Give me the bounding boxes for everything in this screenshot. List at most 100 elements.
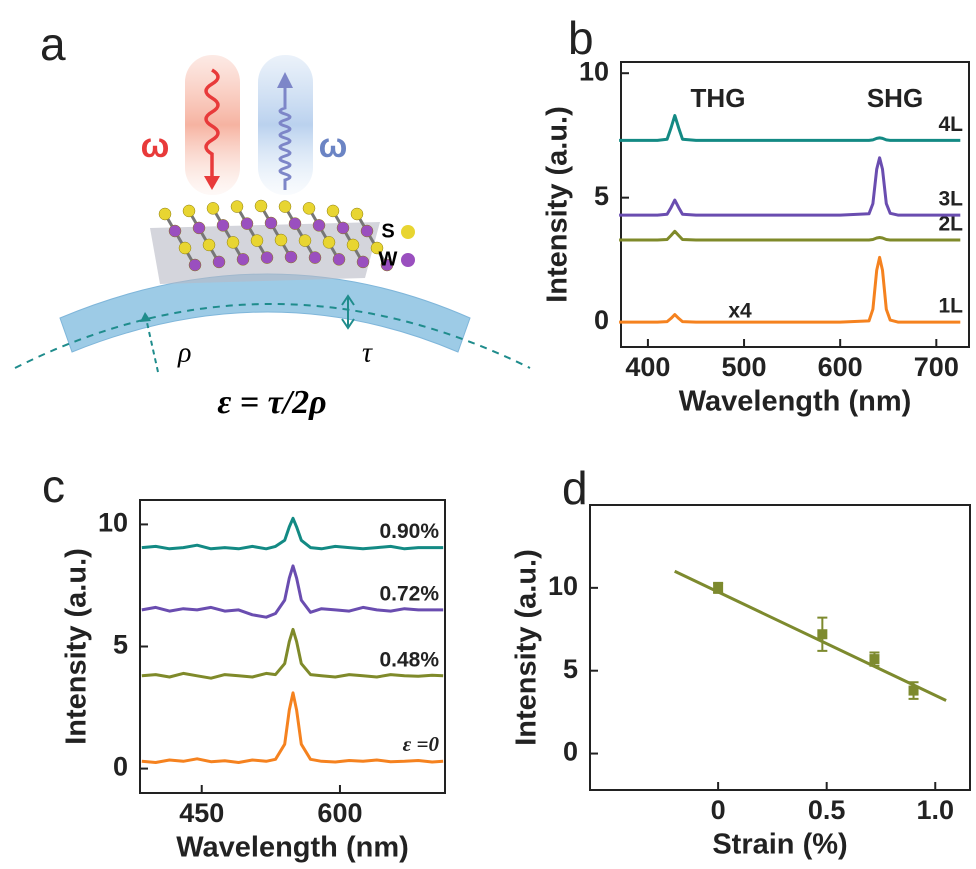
x-tick-label: 0: [711, 795, 726, 825]
atom: [206, 202, 220, 215]
atom: [350, 207, 364, 221]
atom: [332, 253, 346, 266]
atom: [216, 219, 230, 232]
y-tick-label: 5: [563, 654, 578, 684]
bond: [235, 205, 269, 260]
atom: [308, 251, 322, 264]
wave-in: [204, 68, 220, 176]
atom-label: W: [379, 248, 398, 270]
atom: [380, 258, 394, 272]
y-tick-label: 5: [113, 630, 128, 660]
x-tick-label: 400: [625, 352, 670, 382]
atom: [254, 199, 268, 213]
spectrum: [619, 114, 961, 142]
x-tick-label: 600: [317, 798, 362, 828]
x-axis-title: Wavelength (nm): [176, 832, 409, 864]
x-axis-title: Wavelength (nm): [679, 386, 912, 418]
x-tick-label: 500: [722, 352, 767, 382]
atom-key: [401, 225, 415, 239]
atom: [236, 253, 250, 266]
y-axis-title: Intensity (a.u.): [61, 548, 93, 745]
neutral-axis: [14, 303, 531, 369]
atom: [202, 238, 216, 252]
plot-frame: [620, 61, 970, 348]
y-tick-label: 0: [563, 737, 578, 767]
plot-frame: [139, 499, 446, 794]
point: [713, 582, 724, 593]
spectrum: [141, 627, 444, 680]
panel-a: a ω ω S W ρ τ ε = τ/2ρ: [14, 18, 531, 421]
substrate: [59, 273, 471, 353]
series-label: 1L: [938, 295, 963, 318]
bond: [187, 210, 221, 264]
arrowhead: [204, 176, 220, 190]
atom: [356, 255, 370, 269]
y-axis-title: Intensity (a.u.): [511, 549, 543, 746]
x-tick-label: 0.5: [808, 795, 846, 825]
series-label: 2L: [938, 213, 963, 236]
bond: [307, 207, 341, 262]
atoms: [158, 199, 394, 272]
x-tick-label: 700: [914, 352, 959, 382]
atom: [322, 236, 336, 249]
atom: [168, 224, 182, 238]
series-label: 3L: [938, 188, 963, 211]
formula: ε = τ/2ρ: [217, 384, 326, 421]
annotation: THG: [691, 83, 746, 113]
y-tick-label: 5: [594, 181, 609, 211]
y-tick-label: 10: [548, 571, 578, 601]
spectrum: [619, 255, 961, 324]
tau: τ: [362, 337, 373, 368]
plot-frame: [589, 504, 971, 791]
atom: [226, 236, 240, 249]
atom: [298, 234, 312, 247]
x-axis-title: Strain (%): [712, 829, 847, 861]
atom: [182, 204, 196, 218]
rho-arrow: [145, 317, 159, 373]
atom: [230, 200, 244, 213]
annotation: x4: [728, 300, 752, 323]
atom: [370, 241, 384, 255]
spectrum: [141, 516, 444, 551]
spectrum: [619, 156, 961, 217]
atom: [284, 250, 298, 264]
point: [817, 629, 828, 640]
y-tick-label: 10: [98, 508, 128, 538]
x-tick-label: 600: [818, 352, 863, 382]
atom: [188, 258, 202, 272]
atom: [260, 251, 274, 264]
point: [869, 654, 880, 665]
bond: [331, 210, 365, 264]
spectrum: [619, 229, 961, 242]
omega-out: ω: [319, 127, 348, 165]
atom: [192, 221, 206, 235]
panel-label: d: [562, 462, 588, 514]
panel-label: a: [40, 18, 66, 70]
atom: [326, 204, 340, 218]
y-tick-label: 0: [594, 305, 609, 335]
spectrum: [141, 564, 444, 619]
series-label: 4L: [938, 113, 963, 136]
y-tick-label: 10: [579, 56, 609, 86]
panel-label: b: [568, 12, 594, 64]
atom: [288, 217, 302, 230]
bond: [283, 205, 317, 260]
omega-in: ω: [141, 127, 170, 165]
atom-label: S: [381, 220, 394, 242]
y-tick-label: 0: [113, 752, 128, 782]
spectrum: [141, 691, 444, 764]
y-axis-title: Intensity (a.u.): [542, 106, 574, 303]
rho: ρ: [177, 337, 191, 368]
tau-arrow: [341, 294, 355, 330]
atom: [264, 216, 278, 230]
atom: [240, 217, 254, 230]
series-label: 0.72%: [379, 582, 439, 605]
atom: [312, 219, 326, 232]
arrowhead: [140, 312, 151, 322]
bond: [355, 213, 389, 267]
atom: [178, 241, 192, 255]
bond: [211, 207, 245, 262]
wave-out: [278, 84, 292, 190]
atom: [158, 207, 172, 221]
atom-key: [401, 253, 415, 267]
